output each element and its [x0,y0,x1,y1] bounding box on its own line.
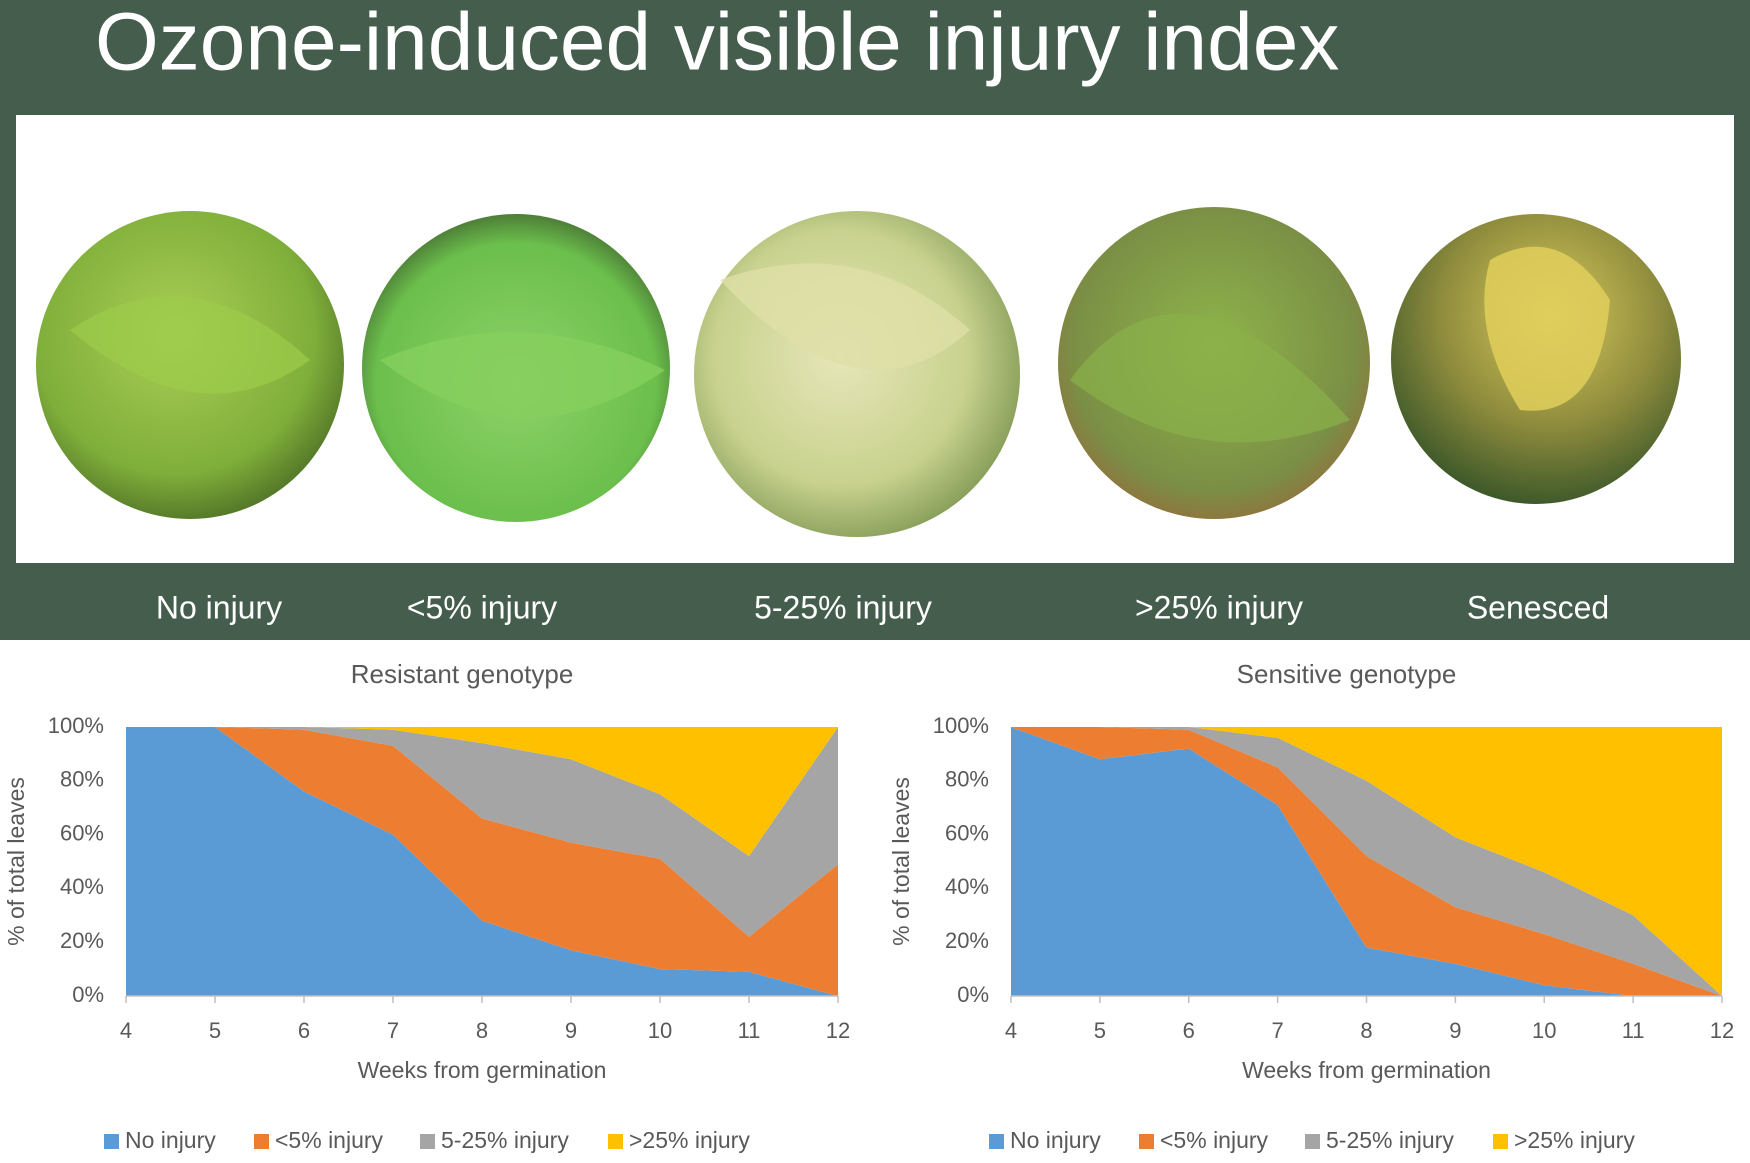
x-tick-label: 8 [476,1018,488,1043]
area [1011,727,1722,996]
x-tick-label: 10 [648,1018,672,1043]
x-axis-title: Weeks from germination [1242,1057,1491,1083]
x-tick-label: 5 [1094,1018,1106,1043]
x-tick-label: 11 [738,1018,761,1043]
x-tick-label: 8 [1360,1018,1372,1043]
x-tick-label: 7 [387,1018,399,1043]
x-axis-title: Weeks from germination [358,1057,607,1083]
photos [36,207,1681,537]
y-axis-title: % of total leaves [3,777,29,946]
legend-label: No injury [125,1127,216,1153]
x-tick-label: 9 [1449,1018,1461,1043]
y-tick-label: 100% [933,713,989,738]
x-tick-label: 12 [826,1018,850,1043]
chart-title: Sensitive genotype [1237,659,1457,689]
x-tick-label: 6 [1183,1018,1195,1043]
area [126,727,838,937]
legend-swatch [1305,1134,1320,1149]
x-tick-label: 7 [1272,1018,1284,1043]
x-tick-label: 12 [1710,1018,1734,1043]
legend-label: <5% injury [1160,1127,1269,1153]
y-tick-label: 40% [945,874,989,899]
y-tick-label: 40% [60,874,104,899]
y-tick-label: 80% [60,767,104,792]
legend-swatch [1493,1134,1508,1149]
photo-label: 5-25% injury [754,589,932,625]
x-tick-label: 4 [1005,1018,1017,1043]
y-tick-label: 20% [945,928,989,953]
leaf-shape [380,332,665,418]
legend-swatch [989,1134,1004,1149]
x-tick-label: 10 [1532,1018,1556,1043]
chart-title: Resistant genotype [351,659,574,689]
legend-label: >25% injury [629,1127,750,1153]
legend-label: 5-25% injury [441,1127,569,1153]
x-tick-label: 9 [565,1018,577,1043]
y-tick-label: 60% [60,820,104,845]
leaf-shape [1484,246,1610,411]
legend-label: <5% injury [275,1127,384,1153]
leaf-shape [720,263,970,370]
photo-label: No injury [156,589,282,625]
legend-swatch [608,1134,623,1149]
leaf-photo [694,211,1020,537]
area [1011,727,1722,996]
x-tick-label: 6 [298,1018,310,1043]
area [126,727,838,857]
leaf-shape [70,296,310,394]
area [1011,727,1722,996]
legend-swatch [104,1134,119,1149]
y-tick-label: 20% [60,928,104,953]
y-tick-label: 100% [48,713,104,738]
legend-label: >25% injury [1514,1127,1635,1153]
x-tick-label: 4 [120,1018,132,1043]
x-tick-label: 11 [1622,1018,1645,1043]
area [126,727,838,996]
legend-swatch [1139,1134,1154,1149]
legend-label: No injury [1010,1127,1101,1153]
y-tick-label: 80% [945,767,989,792]
leaf-shape [1070,313,1350,443]
x-tick-label: 5 [209,1018,221,1043]
y-tick-label: 0% [957,982,989,1007]
y-tick-label: 0% [72,982,104,1007]
legend-label: 5-25% injury [1326,1127,1454,1153]
photo-label: >25% injury [1135,589,1303,625]
photo-label: <5% injury [407,589,557,625]
y-axis-title: % of total leaves [888,777,914,946]
slide-title: Ozone-induced visible injury index [95,0,1339,88]
y-tick-label: 60% [945,820,989,845]
photo-label: Senesced [1467,589,1609,625]
area [1011,727,1722,996]
legend-swatch [420,1134,435,1149]
legend-swatch [254,1134,269,1149]
area [126,727,838,996]
